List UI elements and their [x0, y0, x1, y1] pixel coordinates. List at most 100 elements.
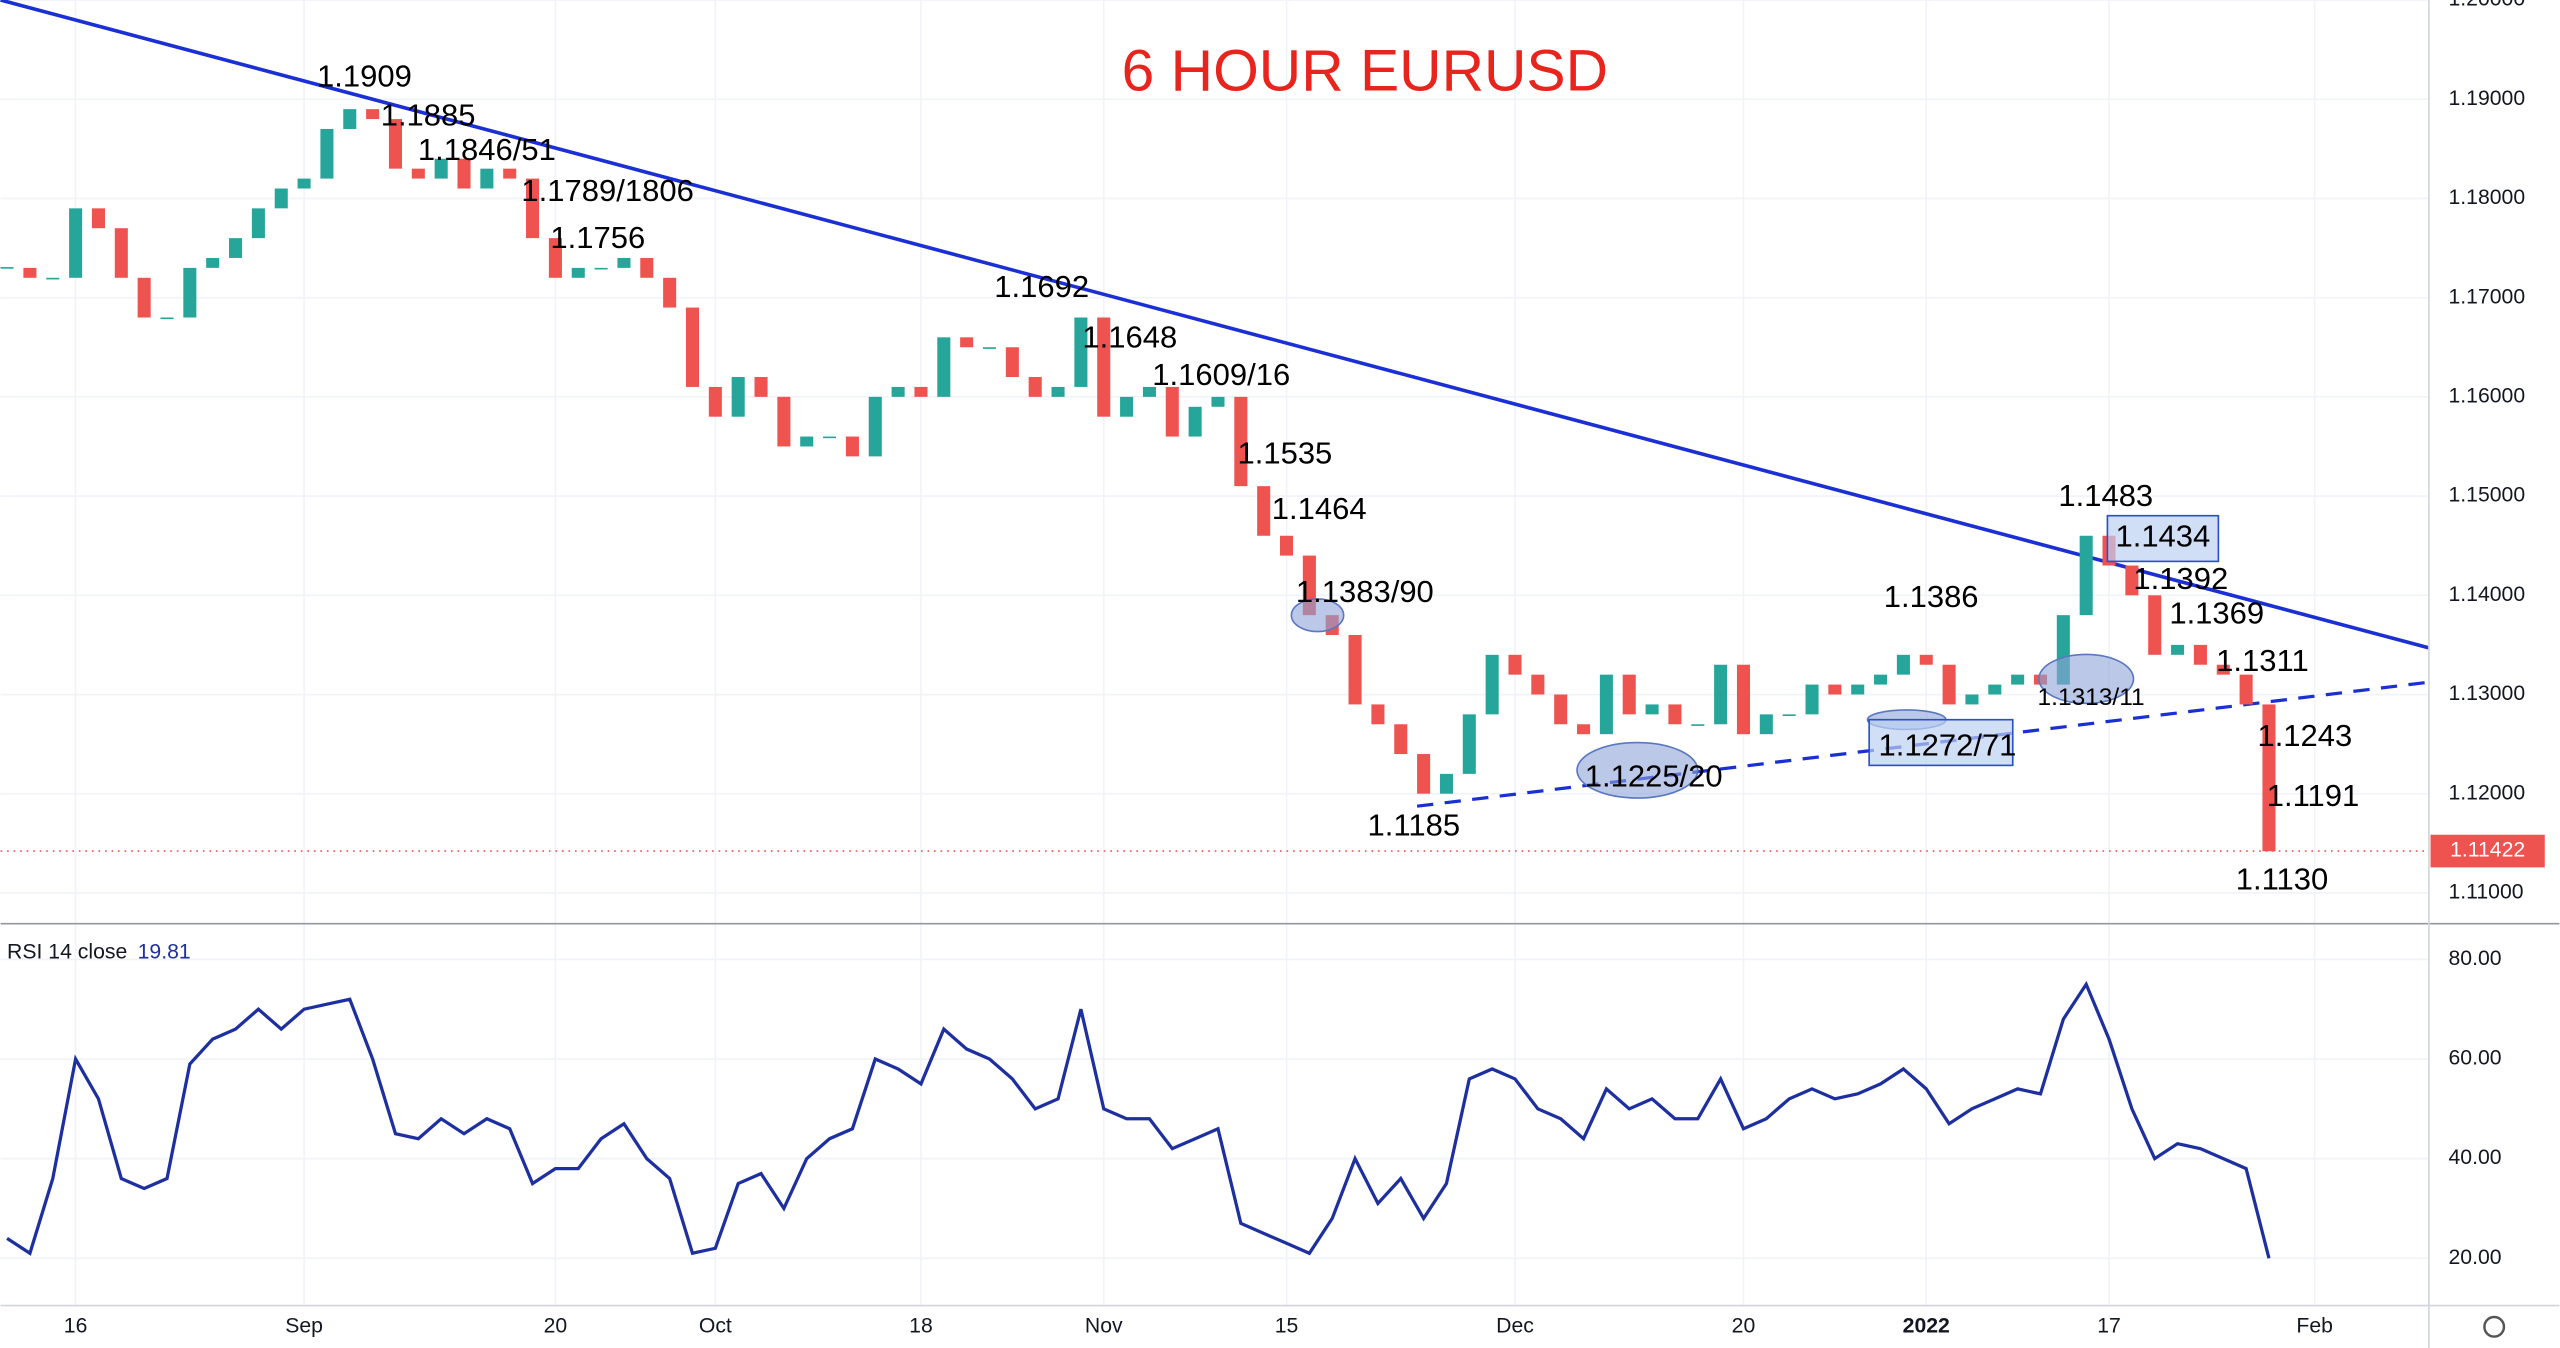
- candle: [23, 267, 37, 278]
- rsi-line: [6, 980, 2271, 1259]
- annotation: 1.1225/20: [1585, 759, 1723, 794]
- y-tick-label: 1.14000: [2448, 583, 2525, 606]
- y-tick-label: 1.20000: [2448, 0, 2525, 11]
- highlight-box: [1868, 718, 2014, 767]
- candle: [731, 377, 745, 417]
- annotation: 1.1272/71: [1879, 728, 2017, 763]
- annotation: 1.1311: [2216, 643, 2309, 678]
- candle: [1371, 704, 1385, 725]
- candle: [320, 128, 334, 179]
- candle: [2262, 704, 2276, 852]
- candle: [800, 436, 814, 447]
- annotation: 1.1885: [381, 98, 476, 133]
- x-tick-label: Oct: [699, 1314, 732, 1337]
- annotation: 1.1692: [994, 269, 1089, 304]
- candle: [457, 158, 471, 189]
- settings-icon[interactable]: [2483, 1315, 2506, 1338]
- candle: [1120, 396, 1134, 417]
- annotation: 1.1756: [550, 220, 645, 255]
- candle: [2239, 674, 2253, 705]
- annotation: 1.1434: [2115, 519, 2210, 554]
- candle: [2011, 674, 2025, 685]
- y-tick-label: 1.18000: [2448, 186, 2525, 209]
- annotation: 1.1386: [1884, 579, 1979, 614]
- candle: [137, 277, 151, 318]
- candle: [114, 228, 128, 278]
- y-tick-label: 60.00: [2448, 1047, 2501, 1070]
- annotation: 1.1191: [2267, 778, 2360, 813]
- annotation: 1.1383/90: [1296, 574, 1434, 609]
- candle: [206, 257, 220, 268]
- x-tick-label: 17: [2097, 1314, 2121, 1337]
- candle: [663, 277, 677, 308]
- candle: [297, 178, 311, 189]
- highlight: [2038, 653, 2135, 705]
- candle: [1554, 694, 1568, 725]
- x-tick-label: 20: [1732, 1314, 1756, 1337]
- candle: [434, 158, 448, 179]
- candle: [274, 188, 288, 209]
- rsi-value: 19.81: [138, 941, 191, 964]
- last-price-tag: [2430, 834, 2545, 868]
- annotation: 1.1243: [2257, 718, 2352, 753]
- candle: [1417, 754, 1431, 794]
- candle: [480, 168, 494, 189]
- candle: [708, 386, 722, 417]
- y-tick-label: 1.19000: [2448, 87, 2525, 110]
- candle: [388, 119, 403, 169]
- candle: [1508, 654, 1522, 675]
- candle: [1736, 664, 1751, 735]
- chart-title: 6 HOUR EURUSD: [1122, 39, 1608, 104]
- candle: [160, 317, 174, 320]
- candle: [343, 109, 357, 129]
- candle: [845, 436, 859, 457]
- candle: [685, 307, 700, 387]
- candle: [1919, 654, 1933, 665]
- candle: [960, 337, 974, 348]
- candle: [891, 386, 905, 397]
- candle: [2148, 595, 2162, 655]
- candle: [571, 267, 585, 278]
- candle: [868, 396, 882, 457]
- x-tick-label: 20: [544, 1314, 568, 1337]
- candle: [1577, 724, 1591, 735]
- last-price-label: 1.11422: [2450, 839, 2525, 862]
- candle: [46, 277, 60, 280]
- candle: [1348, 634, 1362, 705]
- annotation: 1.1369: [2169, 595, 2264, 630]
- annotation: 1.1392: [2133, 561, 2228, 596]
- candle: [1645, 704, 1659, 715]
- x-tick-label: Nov: [1085, 1314, 1123, 1337]
- y-tick-label: 40.00: [2448, 1146, 2501, 1169]
- y-tick-label: 1.16000: [2448, 384, 2525, 407]
- candle: [982, 347, 997, 349]
- candle: [1142, 386, 1156, 397]
- candle: [91, 208, 105, 229]
- candle: [617, 257, 631, 268]
- x-tick-label: Sep: [285, 1314, 323, 1337]
- candle: [526, 178, 540, 239]
- candle: [1828, 684, 1842, 695]
- x-tick-label: 15: [1275, 1314, 1299, 1337]
- x-tick-label: 2022: [1903, 1314, 1950, 1337]
- candle: [1211, 396, 1225, 407]
- candle: [411, 168, 425, 179]
- y-tick-label: 1.17000: [2448, 285, 2525, 308]
- candle: [1165, 386, 1179, 437]
- candle: [1965, 694, 1979, 705]
- candle: [1622, 674, 1636, 715]
- highlight: [1290, 598, 1345, 633]
- labels: 16 Sep 20 Oct 18 Nov 15 Dec 20 2022 17 Feb 1.11000 1.…: [64, 0, 2545, 1337]
- candle: [2193, 644, 2207, 665]
- trend-line: [0, 0, 2430, 650]
- annotation: 1.1846/51: [418, 132, 556, 167]
- candle: [1257, 486, 1271, 536]
- y-tick-label: 20.00: [2448, 1246, 2501, 1269]
- candle: [1851, 684, 1865, 695]
- candle: [1988, 684, 2002, 695]
- highlight: [1576, 741, 1699, 799]
- y-tick-label: 1.15000: [2448, 484, 2525, 507]
- candle: [1188, 406, 1202, 437]
